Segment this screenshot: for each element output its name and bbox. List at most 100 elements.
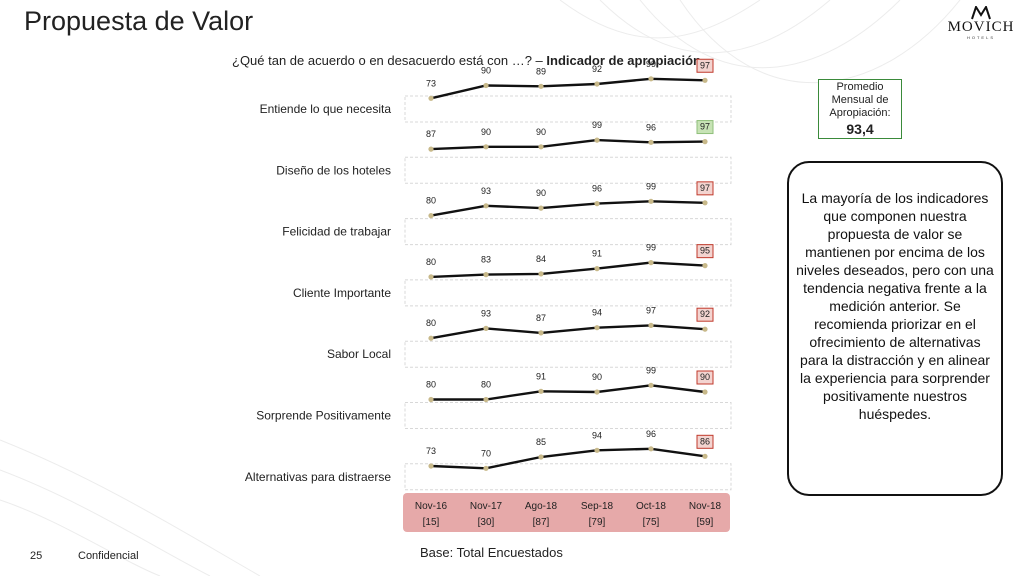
series-line (430, 447, 706, 470)
data-point (428, 213, 434, 219)
highlight-box (696, 58, 714, 73)
data-point (483, 272, 489, 278)
highlight-box (696, 307, 714, 322)
subtitle-question: ¿Qué tan de acuerdo o en desacuerdo está… (232, 53, 543, 68)
data-point (483, 396, 489, 403)
data-point (702, 139, 708, 145)
comment-text: La mayoría de los indicadores que compon… (796, 190, 994, 422)
data-point (648, 446, 654, 452)
highlight-box (696, 181, 714, 196)
data-label: 90 (700, 372, 710, 382)
data-point (483, 203, 489, 209)
series-line (430, 77, 706, 100)
data-label: 91 (592, 249, 602, 259)
data-label: 80 (426, 196, 436, 206)
axis-band (403, 493, 730, 532)
row-dashed-frame (404, 279, 732, 307)
data-label: 96 (646, 122, 656, 132)
row-dashed-frame (404, 95, 732, 123)
data-point (648, 382, 654, 388)
comment-box: La mayoría de los indicadores que compon… (787, 161, 1003, 496)
data-label: 99 (646, 243, 656, 253)
movich-logo: MOVICH HOTELS (944, 6, 1018, 40)
data-point (648, 139, 654, 145)
row-dashed-frame (404, 156, 732, 184)
data-point (594, 389, 600, 395)
data-label: 93 (481, 308, 491, 318)
data-label: 83 (481, 255, 491, 265)
data-label: 90 (481, 127, 491, 137)
data-point (428, 95, 434, 101)
data-point (538, 271, 544, 277)
axis-category-label: Nov-18 (689, 501, 722, 512)
subtitle-indicator: Indicador de apropiación (546, 53, 701, 68)
highlight-box (696, 370, 714, 385)
data-point (594, 201, 600, 207)
data-point (538, 205, 544, 211)
movich-m-icon (971, 6, 991, 20)
axis-sample-size: [30] (478, 517, 495, 528)
data-label: 97 (700, 60, 710, 70)
data-point (648, 260, 654, 266)
chart-subtitle: ¿Qué tan de acuerdo o en desacuerdo está… (232, 53, 701, 68)
data-point (702, 263, 708, 269)
data-label: 95 (700, 246, 710, 256)
data-label: 99 (592, 120, 602, 130)
data-label: 85 (536, 437, 546, 447)
axis-category-label: Sep-18 (581, 501, 614, 512)
data-point (594, 447, 600, 453)
data-point (594, 137, 600, 143)
logo-sub: HOTELS (966, 35, 995, 40)
data-point (538, 83, 544, 89)
data-label: 99 (646, 365, 656, 375)
data-point (428, 335, 434, 341)
axis-category-label: Nov-17 (470, 501, 503, 512)
data-label: 92 (592, 64, 602, 74)
highlight-box (696, 244, 714, 259)
data-point (702, 453, 708, 459)
series-line (430, 138, 706, 151)
row-dashed-frame (404, 463, 732, 491)
page-title: Propuesta de Valor (24, 6, 254, 36)
data-label: 90 (536, 127, 546, 137)
data-label: 94 (592, 430, 602, 440)
data-point (648, 322, 654, 328)
data-label: 97 (700, 122, 710, 132)
data-label: 92 (700, 309, 710, 319)
series-line (431, 384, 706, 401)
row-dashed-frame (404, 218, 732, 246)
row-label: Felicidad de trabajar (282, 225, 391, 239)
data-label: 90 (592, 372, 602, 382)
average-box: Promedio Mensual de Apropiación: 93,4 (818, 79, 902, 139)
data-point (538, 144, 544, 150)
data-label: 80 (426, 318, 436, 328)
data-label: 91 (536, 371, 546, 381)
data-point (594, 81, 600, 87)
data-label: 99 (646, 59, 656, 69)
axis-sample-size: [59] (697, 517, 714, 528)
data-point (428, 463, 434, 469)
row-label: Alternativas para distraerse (245, 470, 391, 484)
data-point (702, 200, 708, 206)
logo-word: MOVICH (947, 19, 1015, 35)
row-label: Sabor Local (327, 347, 391, 361)
data-point (538, 388, 544, 394)
data-label: 89 (536, 66, 546, 76)
data-label: 80 (426, 257, 436, 267)
axis-category-label: Nov-16 (415, 501, 448, 512)
data-label: 93 (481, 186, 491, 196)
data-label: 73 (426, 78, 436, 88)
data-point (648, 198, 654, 204)
data-point (702, 389, 708, 395)
series-line (430, 200, 706, 217)
data-label: 97 (646, 305, 656, 315)
series-line (430, 261, 706, 279)
data-label: 80 (481, 380, 491, 390)
data-label: 84 (536, 254, 546, 264)
data-label: 86 (700, 436, 710, 446)
data-label: 73 (426, 446, 436, 456)
data-label: 87 (536, 313, 546, 323)
data-label: 94 (592, 308, 602, 318)
data-label: 70 (481, 448, 491, 458)
